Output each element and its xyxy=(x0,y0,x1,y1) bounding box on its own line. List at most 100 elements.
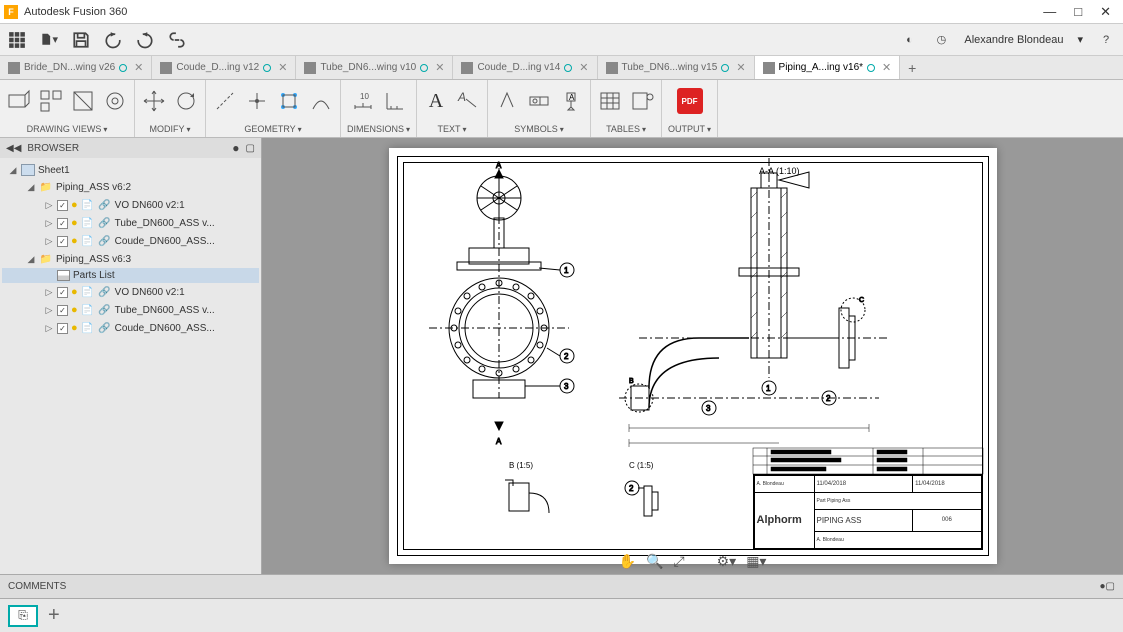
add-sheet-button[interactable]: + xyxy=(48,604,60,627)
tab-4[interactable]: Tube_DN6...wing v15 ✕ xyxy=(598,56,755,79)
tab-close-icon[interactable]: ✕ xyxy=(736,61,745,74)
tab-label: Coude_D...ing v14 xyxy=(477,62,560,73)
svg-text:A: A xyxy=(457,90,466,104)
save-icon[interactable] xyxy=(72,31,90,49)
collapse-icon[interactable]: ◀◀ xyxy=(6,143,21,154)
tree-node[interactable]: ◢Sheet1 xyxy=(2,162,259,178)
clock-icon[interactable]: ◷ xyxy=(932,31,950,49)
tab-3[interactable]: Coude_D...ing v14 ✕ xyxy=(453,56,597,79)
tree-node[interactable]: ▷✓●📄🔗Tube_DN600_ASS v... xyxy=(2,301,259,319)
ribbon-label: TEXT xyxy=(438,124,461,134)
tree-node[interactable]: ◢📁Piping_ASS v6:3 xyxy=(2,250,259,268)
tab-close-icon[interactable]: ✕ xyxy=(278,61,287,74)
dimension-icon[interactable]: 10 xyxy=(350,88,376,114)
tree-node[interactable]: ◢📁Piping_ASS v6:2 xyxy=(2,178,259,196)
zoom-icon[interactable]: 🔍 xyxy=(646,553,663,570)
ribbon: DRAWING VIEWS▾ MODIFY▾ GEOMETRY▾ 10 DIME… xyxy=(0,80,1123,138)
ribbon-label: SYMBOLS xyxy=(514,124,558,134)
close-button[interactable]: ✕ xyxy=(1100,4,1111,20)
svg-text:A: A xyxy=(496,161,502,170)
comments-bar[interactable]: COMMENTS ● ▢ xyxy=(0,574,1123,598)
tree-node[interactable]: ▷✓●📄🔗Coude_DN600_ASS... xyxy=(2,319,259,337)
detail-b-label: B (1:5) xyxy=(509,461,533,470)
tab-close-icon[interactable]: ✕ xyxy=(882,61,891,74)
window-controls: — □ ✕ xyxy=(1043,4,1119,20)
move-icon[interactable] xyxy=(141,88,167,114)
document-tabs: Bride_DN...wing v26✕ Coude_D...ing v12✕ … xyxy=(0,56,1123,80)
drawing-canvas[interactable]: 1 2 3 A A A-A (1:10) xyxy=(262,138,1123,574)
tab-close-icon[interactable]: ✕ xyxy=(435,61,444,74)
help-icon[interactable]: ? xyxy=(1097,31,1115,49)
tab-close-icon[interactable]: ✕ xyxy=(134,61,143,74)
tree-node[interactable]: Parts List xyxy=(2,268,259,283)
edge-ext-icon[interactable] xyxy=(308,88,334,114)
tree-node[interactable]: ▷✓●📄🔗VO DN600 v2:1 xyxy=(2,283,259,301)
ribbon-output: PDF OUTPUT▾ xyxy=(662,80,718,137)
browser-settings-icon[interactable]: ● xyxy=(232,141,239,155)
tree-node[interactable]: ▷✓●📄🔗Coude_DN600_ASS... xyxy=(2,232,259,250)
user-name[interactable]: Alexandre Blondeau xyxy=(964,34,1063,46)
maximize-button[interactable]: □ xyxy=(1074,4,1082,20)
ribbon-label: TABLES xyxy=(606,124,640,134)
tab-close-icon[interactable]: ✕ xyxy=(579,61,588,74)
new-icon[interactable]: ▾ xyxy=(40,31,58,49)
pan-icon[interactable]: ✋ xyxy=(619,553,636,570)
grid-icon[interactable] xyxy=(8,31,26,49)
section-view-icon[interactable] xyxy=(70,88,96,114)
undo-icon[interactable] xyxy=(104,31,122,49)
user-caret[interactable]: ▾ xyxy=(1077,33,1083,46)
minimize-button[interactable]: — xyxy=(1043,4,1056,20)
grid-settings-icon[interactable]: ▦▾ xyxy=(746,553,766,570)
sheet-thumbnail[interactable]: ⎘ xyxy=(8,605,38,627)
pdf-icon[interactable]: PDF xyxy=(677,88,703,114)
tab-label: Tube_DN6...wing v10 xyxy=(320,62,416,73)
ribbon-label: DIMENSIONS xyxy=(347,124,404,134)
tab-new[interactable]: + xyxy=(900,56,924,79)
projected-view-icon[interactable] xyxy=(38,88,64,114)
ribbon-label: MODIFY xyxy=(149,124,184,134)
tab-label: Piping_A...ing v16* xyxy=(779,62,864,73)
text-icon[interactable]: A xyxy=(423,88,449,114)
svg-text:2: 2 xyxy=(564,352,569,361)
fit-icon[interactable]: ⤢ xyxy=(673,553,684,570)
tab-0[interactable]: Bride_DN...wing v26 ✕ xyxy=(0,56,152,79)
ribbon-symbols: A SYMBOLS▾ xyxy=(488,80,591,137)
bom-icon[interactable] xyxy=(629,88,655,114)
detail-view-icon[interactable] xyxy=(102,88,128,114)
svg-text:2: 2 xyxy=(826,394,831,403)
comments-toggle-icon[interactable]: ▢ xyxy=(1106,581,1115,592)
tree-node[interactable]: ▷✓●📄🔗Tube_DN600_ASS v... xyxy=(2,214,259,232)
tree-node[interactable]: ▷✓●📄🔗VO DN600 v2:1 xyxy=(2,196,259,214)
browser-tree: ◢Sheet1◢📁Piping_ASS v6:2▷✓●📄🔗VO DN600 v2… xyxy=(0,158,261,574)
ribbon-label: DRAWING VIEWS xyxy=(27,124,102,134)
detail-c-label: C (1:5) xyxy=(629,461,654,470)
redo-icon[interactable] xyxy=(136,31,154,49)
tab-2[interactable]: Tube_DN6...wing v10 ✕ xyxy=(296,56,453,79)
display-settings-icon[interactable]: ⚙▾ xyxy=(717,553,737,570)
leader-text-icon[interactable]: A xyxy=(455,88,481,114)
tab-5[interactable]: Piping_A...ing v16* ✕ xyxy=(755,56,901,79)
link-icon[interactable] xyxy=(168,31,186,49)
surface-icon[interactable] xyxy=(494,88,520,114)
ribbon-geometry: GEOMETRY▾ xyxy=(206,80,341,137)
centerpattern-icon[interactable] xyxy=(276,88,302,114)
browser-header[interactable]: ◀◀ BROWSER ● ▢ xyxy=(0,138,261,158)
datum-icon[interactable]: A xyxy=(558,88,584,114)
tab-label: Bride_DN...wing v26 xyxy=(24,62,115,73)
tab-label: Tube_DN6...wing v15 xyxy=(622,62,718,73)
ordinate-icon[interactable] xyxy=(382,88,408,114)
ribbon-label: OUTPUT xyxy=(668,124,705,134)
centermark-icon[interactable] xyxy=(244,88,270,114)
status-icon[interactable]: ◐ xyxy=(900,31,918,49)
browser-close-icon[interactable]: ▢ xyxy=(246,143,255,154)
tab-1[interactable]: Coude_D...ing v12✕ xyxy=(152,56,296,79)
svg-text:3: 3 xyxy=(564,382,569,391)
fcf-icon[interactable] xyxy=(526,88,552,114)
section-label: A-A (1:10) xyxy=(759,166,800,176)
ribbon-drawing-views: DRAWING VIEWS▾ xyxy=(0,80,135,137)
base-view-icon[interactable] xyxy=(6,88,32,114)
centerline-icon[interactable] xyxy=(212,88,238,114)
svg-text:2: 2 xyxy=(629,484,634,493)
rotate-icon[interactable] xyxy=(173,88,199,114)
table-icon[interactable] xyxy=(597,88,623,114)
